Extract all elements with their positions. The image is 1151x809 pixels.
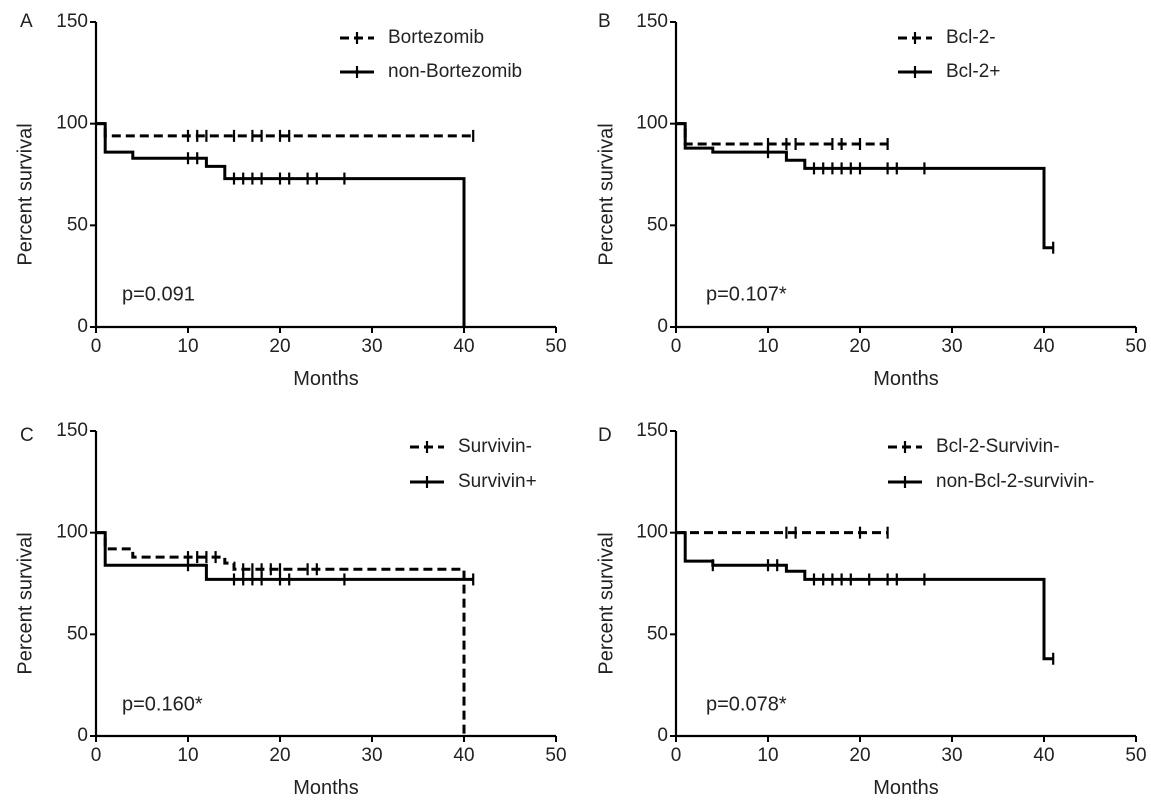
legend-label: non-Bcl-2-survivin-	[936, 471, 1094, 492]
x-tick-label: 40	[453, 745, 474, 766]
x-tick-label: 40	[1033, 745, 1054, 766]
series-line-solid	[96, 122, 466, 327]
x-axis-title: Months	[873, 368, 939, 390]
x-tick-label: 10	[757, 336, 778, 357]
y-tick-label: 0	[657, 725, 668, 746]
x-axis-title: Months	[873, 777, 939, 799]
legend-label: non-Bortezomib	[388, 61, 522, 82]
series-line-dashed	[96, 122, 474, 138]
y-tick-label: 50	[647, 623, 668, 644]
panel-letter: A	[20, 11, 33, 32]
x-tick-label: 10	[757, 745, 778, 766]
y-tick-label: 150	[636, 420, 668, 441]
x-tick-label: 20	[849, 745, 870, 766]
chart-panel-a: A 0 10 20 30 40 50 0 50 100 150 Months Percent survi…	[14, 11, 566, 390]
y-tick-label: 0	[77, 725, 88, 746]
x-tick-label: 50	[545, 745, 566, 766]
y-axis-title: Percent survival	[595, 123, 617, 265]
x-tick-label: 0	[671, 336, 682, 357]
legend-label: Bcl-2-	[946, 27, 996, 48]
chart-panel-d: D 0 10 20 30 40 50 0 50 100 150 Months Percent survi…	[595, 420, 1146, 799]
y-tick-label: 100	[636, 113, 668, 134]
x-axis-title: Months	[293, 777, 359, 799]
y-tick-label: 100	[636, 522, 668, 543]
p-value-annotation: p=0.078*	[706, 693, 787, 715]
y-tick-label: 50	[647, 214, 668, 235]
y-axis-title: Percent survival	[595, 532, 617, 674]
y-tick-label: 100	[56, 113, 88, 134]
y-tick-label: 0	[77, 316, 88, 337]
legend-label: Survivin-	[458, 436, 532, 457]
series-line-solid	[676, 531, 1054, 661]
legend-label: Survivin+	[458, 471, 537, 492]
x-tick-label: 20	[269, 745, 290, 766]
series-line-dashed	[676, 122, 888, 146]
x-tick-label: 30	[361, 336, 382, 357]
chart-panel-b: B 0 10 20 30 40 50 0 50 100 150 Months Percent survi…	[595, 11, 1146, 390]
x-tick-label: 20	[269, 336, 290, 357]
y-axis-title: Percent survival	[14, 532, 36, 674]
legend-label: Bcl-2-Survivin-	[936, 436, 1060, 457]
x-tick-label: 30	[941, 336, 962, 357]
panel-letter: C	[20, 425, 34, 446]
p-value-annotation: p=0.091	[122, 283, 195, 305]
x-tick-label: 0	[91, 336, 102, 357]
x-tick-label: 0	[671, 745, 682, 766]
x-axis-title: Months	[293, 368, 359, 390]
chart-panel-c: C 0 10 20 30 40 50 0 50 100 150 Months Percent survi…	[14, 420, 566, 799]
y-tick-label: 50	[67, 214, 88, 235]
x-tick-label: 30	[941, 745, 962, 766]
p-value-annotation: p=0.160*	[122, 693, 203, 715]
y-axis-title: Percent survival	[14, 123, 36, 265]
y-tick-label: 150	[636, 11, 668, 32]
y-tick-label: 100	[56, 522, 88, 543]
x-tick-label: 10	[177, 336, 198, 357]
x-tick-label: 50	[545, 336, 566, 357]
x-tick-label: 0	[91, 745, 102, 766]
y-tick-label: 150	[56, 420, 88, 441]
p-value-annotation: p=0.107*	[706, 283, 787, 305]
x-tick-label: 40	[453, 336, 474, 357]
y-tick-label: 0	[657, 316, 668, 337]
legend-label: Bortezomib	[388, 27, 484, 48]
x-tick-label: 20	[849, 336, 870, 357]
x-tick-label: 30	[361, 745, 382, 766]
y-tick-label: 150	[56, 11, 88, 32]
series-line-solid	[96, 531, 474, 581]
panel-letter: B	[598, 11, 611, 32]
series-line-solid	[676, 122, 1054, 250]
y-tick-label: 50	[67, 623, 88, 644]
x-tick-label: 50	[1125, 336, 1146, 357]
x-tick-label: 40	[1033, 336, 1054, 357]
x-tick-label: 50	[1125, 745, 1146, 766]
panel-letter: D	[598, 425, 612, 446]
legend-label: Bcl-2+	[946, 61, 1000, 82]
x-tick-label: 10	[177, 745, 198, 766]
